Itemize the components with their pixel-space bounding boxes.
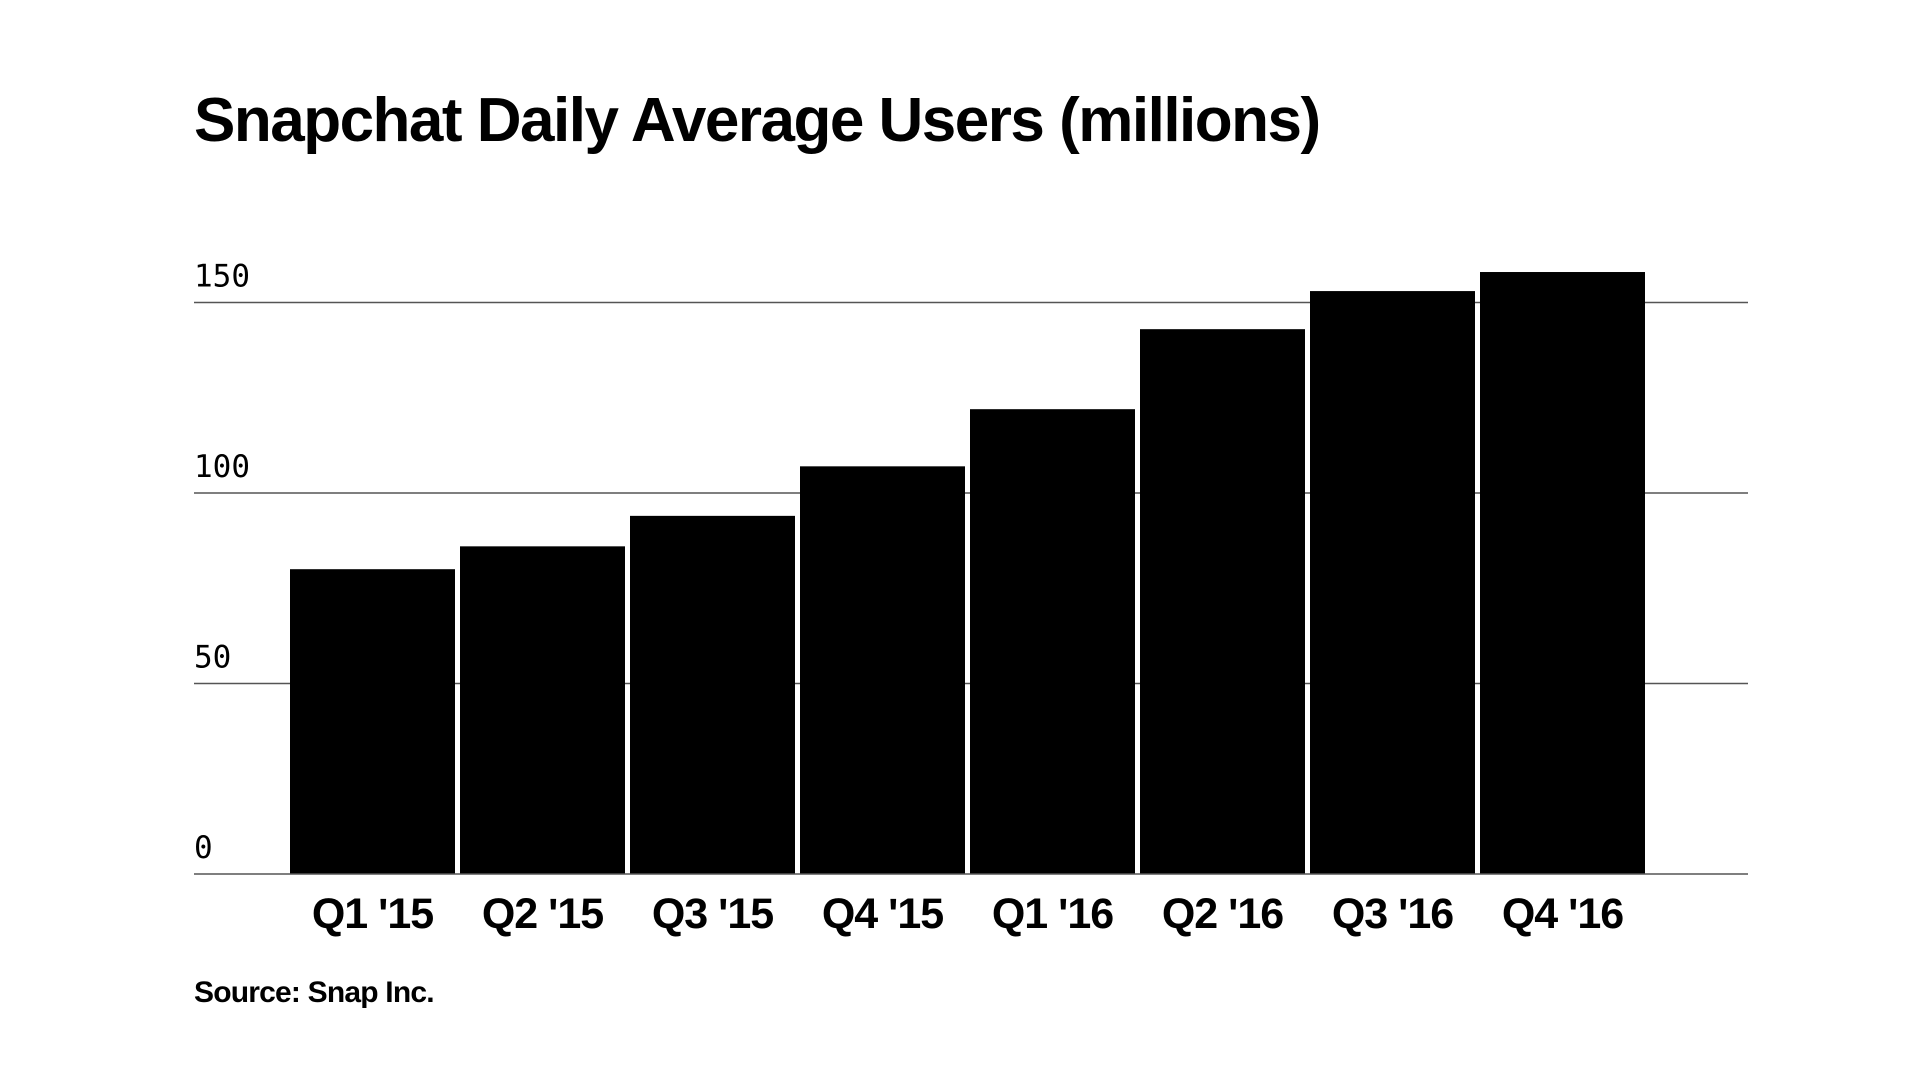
- bars: [290, 272, 1645, 874]
- x-tick-label-6: Q3 '16: [1332, 890, 1453, 938]
- x-tick-label-7: Q4 '16: [1502, 890, 1623, 938]
- x-tick-labels: Q1 '15 Q2 '15 Q3 '15 Q4 '15 Q1 '16 Q2 '16 Q3 '…: [312, 890, 1624, 938]
- x-tick-label-5: Q2 '16: [1162, 890, 1283, 938]
- y-tick-label-0: 0: [194, 830, 213, 866]
- bar-6: [1310, 291, 1475, 874]
- y-tick-label-100: 100: [194, 449, 250, 485]
- bar-4: [970, 409, 1135, 874]
- x-tick-label-0: Q1 '15: [312, 890, 433, 938]
- y-tick-label-50: 50: [194, 640, 231, 676]
- x-tick-label-4: Q1 '16: [992, 890, 1113, 938]
- x-tick-label-2: Q3 '15: [652, 890, 773, 938]
- x-tick-label-1: Q2 '15: [482, 890, 603, 938]
- bar-2: [630, 515, 795, 874]
- bar-3: [800, 466, 965, 874]
- x-tick-label-3: Q4 '15: [822, 890, 943, 938]
- chart-title: Snapchat Daily Average Users (millions): [194, 86, 1321, 155]
- bar-5: [1140, 329, 1305, 874]
- y-tick-label-150: 150: [194, 259, 250, 295]
- bar-1: [460, 546, 625, 874]
- chart-source: Source: Snap Inc.: [194, 976, 435, 1009]
- bar-0: [290, 569, 455, 874]
- bar-7: [1480, 272, 1645, 874]
- y-tick-labels: 0 50 100 150: [194, 259, 250, 867]
